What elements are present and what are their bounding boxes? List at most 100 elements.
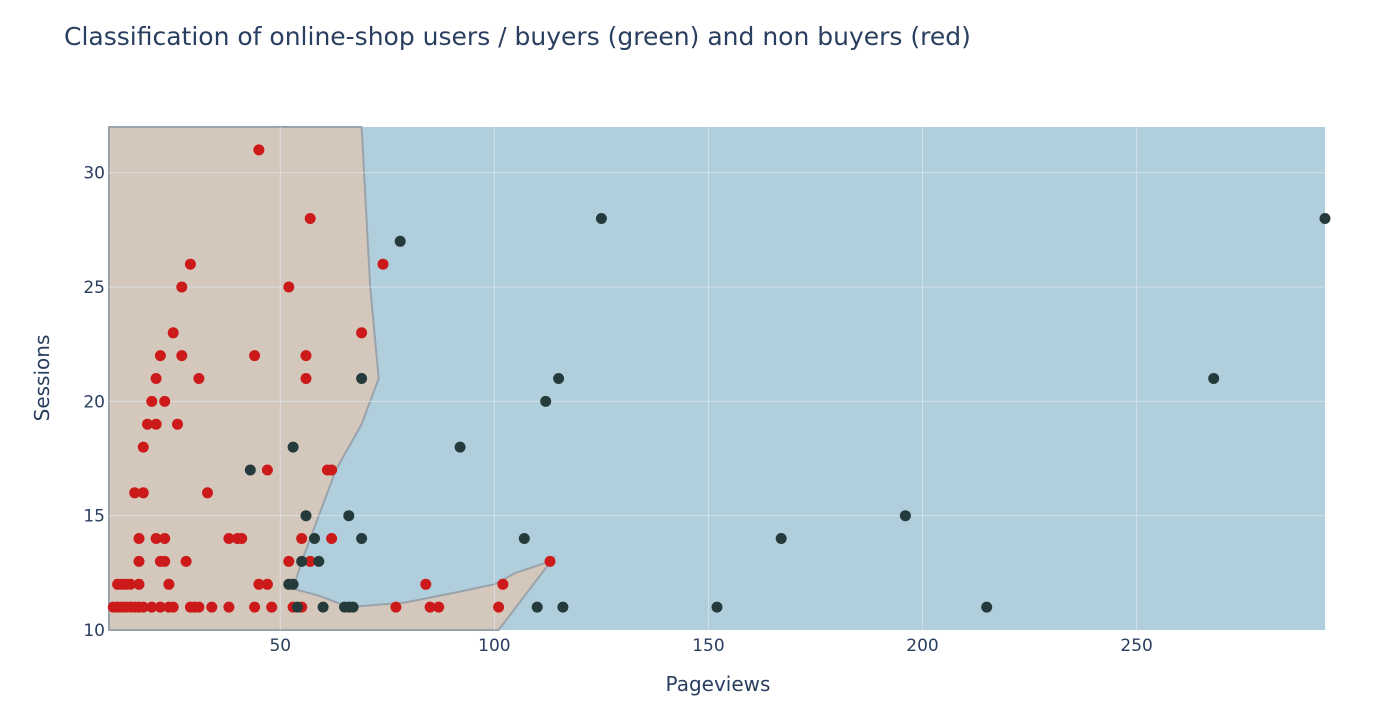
non_buyer-point bbox=[356, 327, 368, 339]
non_buyer-point bbox=[261, 464, 273, 476]
non_buyer-point bbox=[223, 533, 235, 544]
plot-area bbox=[107, 126, 1331, 631]
non_buyer-point bbox=[424, 601, 436, 613]
non_buyer-point bbox=[433, 601, 445, 613]
buyer-point bbox=[454, 441, 466, 453]
buyer-point bbox=[291, 601, 303, 613]
non_buyer-point bbox=[236, 533, 248, 544]
buyer-points bbox=[244, 213, 1331, 613]
buyer-point bbox=[317, 601, 329, 613]
non_buyer-point bbox=[176, 281, 188, 293]
non_buyer-point bbox=[154, 350, 166, 362]
non_buyer-point bbox=[150, 418, 162, 430]
non_buyer-point bbox=[253, 578, 265, 590]
non_buyer-point bbox=[249, 350, 261, 362]
y-tick-label: 25 bbox=[83, 278, 105, 298]
non_buyer-point bbox=[133, 555, 145, 567]
non_buyer-point bbox=[296, 533, 308, 544]
buyer-point bbox=[356, 533, 368, 544]
non_buyer-point bbox=[167, 601, 179, 613]
non_buyer-point bbox=[154, 601, 166, 613]
non_buyer-points bbox=[107, 144, 556, 613]
non_buyer-point bbox=[159, 555, 171, 567]
non_buyer-point bbox=[300, 373, 312, 384]
non_buyer-point bbox=[544, 555, 556, 567]
non_buyer-point bbox=[326, 464, 338, 476]
non_buyer-point bbox=[390, 601, 402, 613]
non_buyer-point bbox=[304, 213, 316, 224]
buyer-point bbox=[300, 510, 312, 522]
non_buyer-point bbox=[146, 601, 158, 613]
non_buyer-point bbox=[137, 487, 149, 499]
y-axis-title: Sessions bbox=[30, 335, 54, 422]
non_buyer-point bbox=[283, 555, 295, 567]
non_buyer-point bbox=[300, 350, 312, 362]
buyer-point bbox=[540, 395, 552, 407]
non_buyer-point bbox=[326, 533, 338, 544]
buyer-point bbox=[287, 578, 299, 590]
non_buyer-point bbox=[249, 601, 261, 613]
non_buyer-point bbox=[129, 487, 141, 499]
non_buyer-point bbox=[193, 601, 205, 613]
non_buyer-point bbox=[193, 373, 205, 384]
non_buyer-point bbox=[133, 578, 145, 590]
y-tick-label: 15 bbox=[83, 507, 105, 527]
non_buyer-point bbox=[304, 555, 316, 567]
buyer-point bbox=[394, 235, 406, 247]
non_buyer-point bbox=[253, 144, 265, 156]
x-tick-label: 200 bbox=[906, 636, 938, 656]
buyer-point bbox=[313, 555, 325, 567]
buyer-point bbox=[1208, 373, 1220, 384]
non_buyer-point bbox=[283, 281, 295, 293]
non_buyer-point bbox=[159, 395, 171, 407]
y-tick-label: 10 bbox=[83, 621, 105, 641]
buyer-point bbox=[518, 533, 530, 544]
non_buyer-point bbox=[420, 578, 432, 590]
buyer-point bbox=[553, 373, 565, 384]
buyer-point bbox=[531, 601, 543, 613]
x-axis-ticks: 50 100 150 200 250 bbox=[269, 636, 1152, 656]
non_buyer-point bbox=[266, 601, 278, 613]
buyer-point bbox=[287, 441, 299, 453]
non_buyer-point bbox=[202, 487, 213, 499]
non_buyer-point bbox=[137, 601, 149, 613]
buyer-point bbox=[595, 213, 607, 224]
non_buyer-point bbox=[206, 601, 218, 613]
x-tick-label: 100 bbox=[478, 636, 510, 656]
chart-title: Classification of online-shop users / bu… bbox=[64, 22, 971, 51]
non_buyer-point bbox=[176, 350, 188, 362]
x-tick-label: 250 bbox=[1120, 636, 1152, 656]
non_buyer-point bbox=[184, 258, 196, 270]
buyer-point bbox=[1319, 213, 1331, 224]
y-axis-ticks: 10 15 20 25 30 bbox=[83, 164, 105, 641]
non_buyer-point bbox=[180, 555, 192, 567]
buyer-point bbox=[309, 533, 320, 544]
non_buyer-point bbox=[142, 418, 153, 430]
x-axis-title: Pageviews bbox=[666, 672, 771, 696]
buyer-point bbox=[711, 601, 723, 613]
y-tick-label: 30 bbox=[83, 164, 105, 184]
non_buyer-point bbox=[493, 601, 505, 613]
non_buyer-point bbox=[124, 578, 136, 590]
non_buyer-point bbox=[159, 533, 171, 544]
non_buyer-point bbox=[172, 418, 183, 430]
non_buyer-point bbox=[137, 441, 149, 453]
y-tick-label: 20 bbox=[83, 392, 105, 412]
non_buyer-point bbox=[146, 395, 158, 407]
non_buyer-point bbox=[497, 578, 509, 590]
non_buyer-point bbox=[150, 533, 162, 544]
non_buyer-point bbox=[261, 578, 273, 590]
x-tick-label: 50 bbox=[269, 636, 291, 656]
buyer-point bbox=[347, 601, 359, 613]
x-tick-label: 150 bbox=[692, 636, 724, 656]
buyer-point bbox=[244, 464, 256, 476]
buyer-point bbox=[899, 510, 911, 522]
non_buyer-point bbox=[133, 533, 145, 544]
non_buyer-point bbox=[377, 258, 389, 270]
buyer-point bbox=[557, 601, 569, 613]
non_buyer-point bbox=[167, 327, 179, 339]
buyer-point bbox=[981, 601, 993, 613]
non_buyer-point bbox=[223, 601, 235, 613]
buyer-point bbox=[343, 510, 355, 522]
